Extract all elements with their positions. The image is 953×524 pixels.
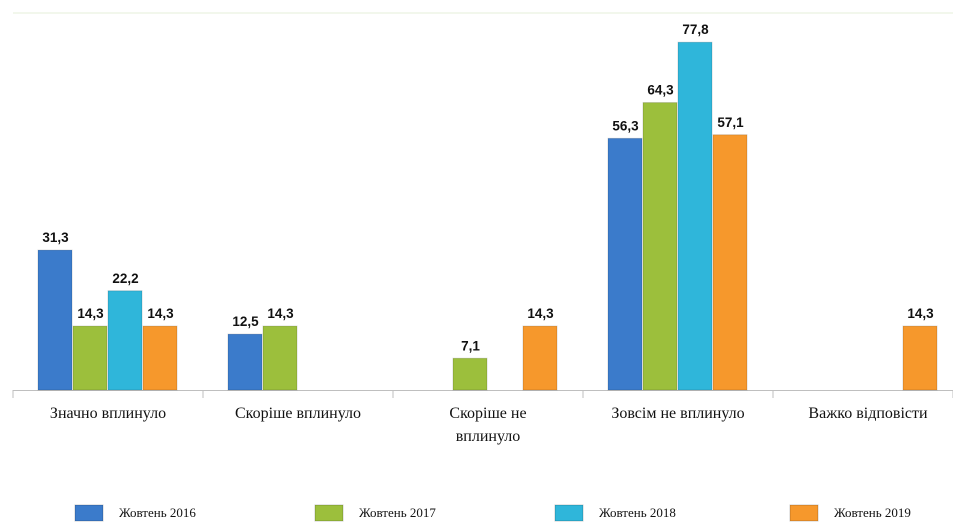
value-label: 57,1 [717, 115, 744, 130]
bar [677, 41, 713, 391]
legend-label: Жовтень 2019 [834, 505, 911, 520]
value-label: 64,3 [647, 83, 674, 98]
legend-swatch [314, 504, 344, 522]
bar [452, 357, 488, 391]
legend-swatch [74, 504, 104, 522]
bar [712, 134, 748, 391]
x-tick-label: Скоріше не вплинуло [449, 405, 527, 445]
bar [72, 325, 108, 391]
value-label: 31,3 [42, 230, 69, 245]
bar [142, 325, 178, 391]
legend-label: Жовтень 2016 [119, 505, 196, 520]
bar [227, 333, 263, 391]
legend-swatch [554, 504, 584, 522]
value-label: 14,3 [527, 306, 554, 321]
x-tick-label: Скоріше вплинуло [234, 405, 361, 422]
value-label: 7,1 [461, 338, 480, 353]
legend-swatch [789, 504, 819, 522]
legend-label: Жовтень 2018 [599, 505, 676, 520]
bar [37, 249, 73, 391]
x-tick-label: Зовсім не вплинуло [611, 405, 745, 422]
value-label: 14,3 [907, 306, 934, 321]
value-label: 14,3 [77, 306, 104, 321]
bar [107, 290, 143, 391]
bar [607, 137, 643, 391]
value-label: 12,5 [232, 314, 259, 329]
x-tick-label: Значно вплинуло [49, 405, 167, 422]
legend-label: Жовтень 2017 [359, 505, 436, 520]
value-label: 14,3 [267, 306, 294, 321]
bar [642, 102, 678, 391]
bar [262, 325, 298, 391]
bar [522, 325, 558, 391]
value-label: 22,2 [112, 271, 138, 286]
bar [902, 325, 938, 391]
value-label: 56,3 [612, 118, 639, 133]
value-label: 77,8 [682, 22, 709, 37]
value-label: 14,3 [147, 306, 174, 321]
x-tick-label: Важко відповісти [808, 405, 928, 422]
